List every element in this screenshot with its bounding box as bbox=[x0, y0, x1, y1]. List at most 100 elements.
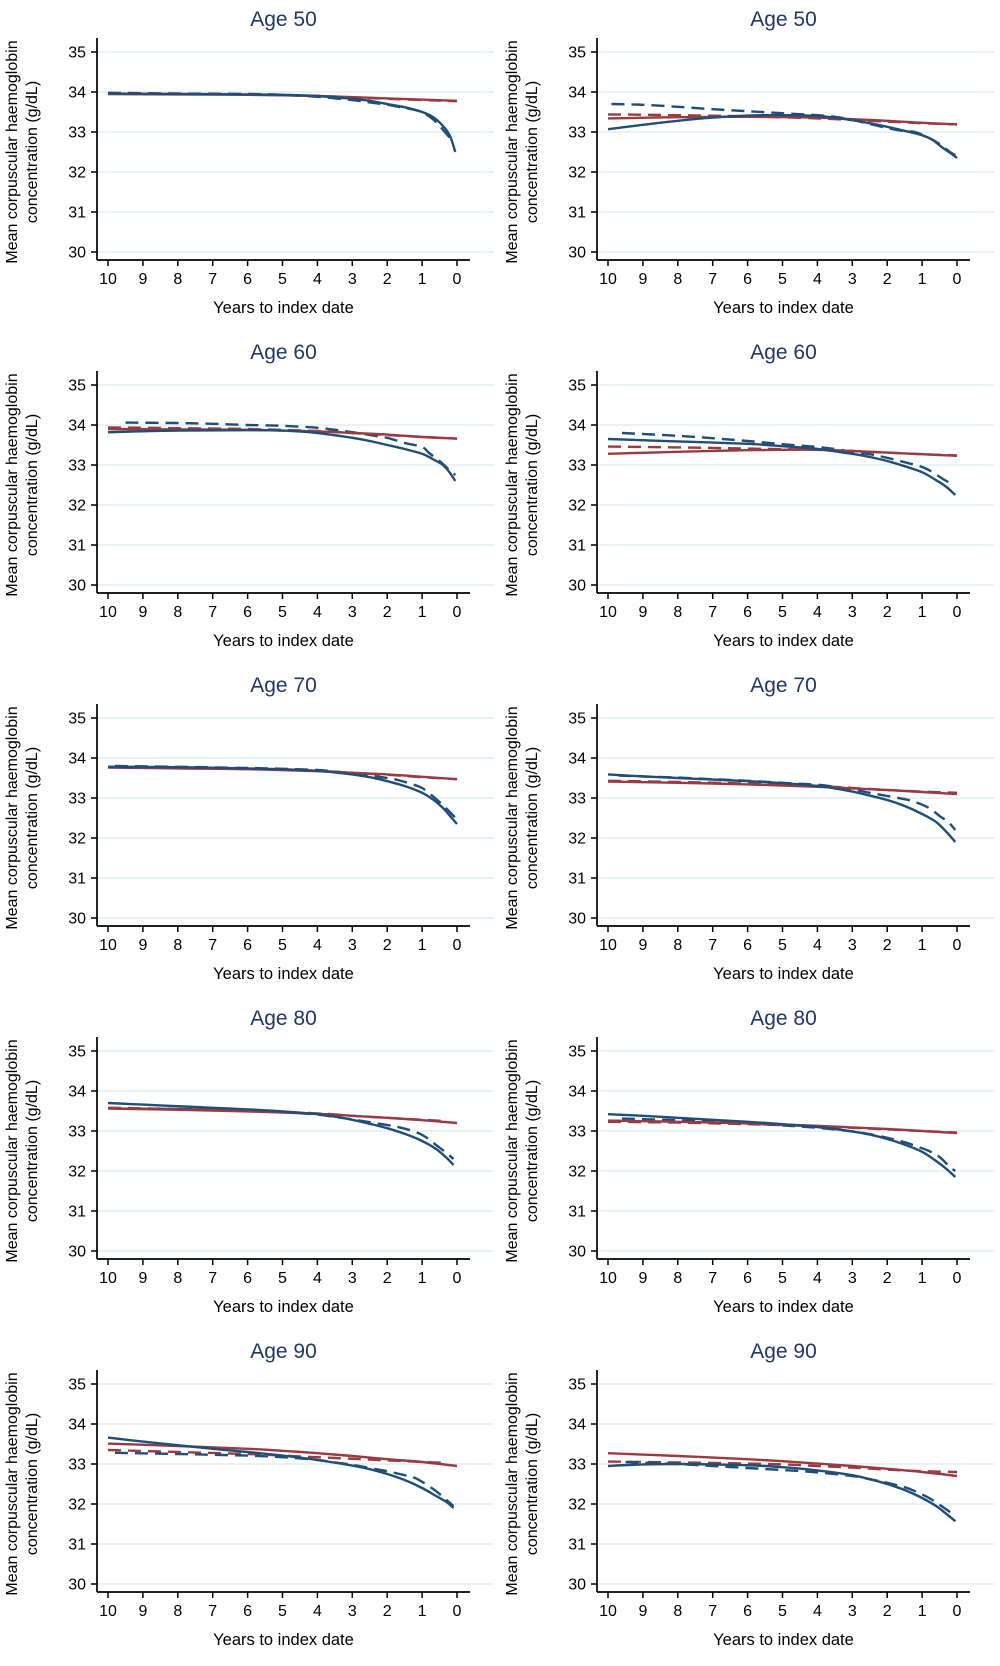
x-tick-label: 2 bbox=[883, 937, 892, 954]
y-tick-label: 31 bbox=[568, 1204, 586, 1221]
series-lines bbox=[107, 91, 458, 153]
x-tick-label: 4 bbox=[813, 1603, 822, 1620]
x-tick-label: 7 bbox=[208, 1603, 217, 1620]
x-tick-label: 7 bbox=[708, 604, 717, 621]
x-tick-label: 7 bbox=[208, 604, 217, 621]
series-maroon-solid bbox=[107, 1107, 458, 1125]
y-tick-label: 33 bbox=[568, 1457, 586, 1474]
x-tick-label: 1 bbox=[418, 937, 427, 954]
x-tick-label: 0 bbox=[953, 604, 962, 621]
x-tick-label: 4 bbox=[813, 271, 822, 288]
x-tick-label: 0 bbox=[453, 1270, 462, 1287]
series-maroon-solid bbox=[607, 448, 958, 457]
y-tick-label: 30 bbox=[568, 1577, 586, 1594]
x-tick-label: 0 bbox=[453, 937, 462, 954]
y-tick-label: 32 bbox=[568, 1164, 586, 1181]
series-navy-solid bbox=[607, 1113, 957, 1178]
y-tick-label: 31 bbox=[68, 205, 86, 222]
x-tick-label: 6 bbox=[243, 271, 252, 288]
y-tick-label: 35 bbox=[568, 378, 586, 395]
x-tick-label: 3 bbox=[348, 1603, 357, 1620]
x-tick-label: 1 bbox=[418, 1270, 427, 1287]
x-tick-label: 6 bbox=[243, 1270, 252, 1287]
x-tick-label: 9 bbox=[638, 1270, 647, 1287]
x-tick-label: 3 bbox=[348, 937, 357, 954]
x-tick-label: 2 bbox=[883, 1270, 892, 1287]
x-tick-label: 1 bbox=[918, 604, 927, 621]
y-tick-label: 31 bbox=[568, 871, 586, 888]
x-tick-label: 8 bbox=[173, 1270, 182, 1287]
series-lines bbox=[607, 1113, 958, 1178]
x-axis-label: Years to index date bbox=[713, 299, 854, 317]
gridlines bbox=[597, 1383, 994, 1585]
y-tick-label: 33 bbox=[68, 1457, 86, 1474]
series-navy-solid bbox=[107, 765, 458, 825]
y-axis-ticks: 30 31 32 33 34 35 bbox=[68, 378, 97, 595]
gridlines bbox=[97, 51, 494, 253]
x-tick-label: 8 bbox=[173, 604, 182, 621]
x-tick-label: 8 bbox=[673, 604, 682, 621]
y-axis-ticks: 30 31 32 33 34 35 bbox=[568, 711, 597, 928]
x-tick-label: 10 bbox=[599, 1270, 617, 1287]
x-tick-label: 9 bbox=[638, 604, 647, 621]
x-tick-label: 9 bbox=[138, 937, 147, 954]
y-axis-ticks: 30 31 32 33 34 35 bbox=[68, 711, 97, 928]
y-tick-label: 31 bbox=[68, 1204, 86, 1221]
y-tick-label: 33 bbox=[568, 125, 586, 142]
x-axis-label: Years to index date bbox=[213, 1631, 354, 1649]
y-axis-label-line2: concentration (g/dL) bbox=[24, 81, 41, 223]
x-tick-label: 10 bbox=[99, 937, 117, 954]
y-tick-label: 30 bbox=[68, 1244, 86, 1261]
x-tick-label: 8 bbox=[173, 937, 182, 954]
y-tick-label: 33 bbox=[568, 458, 586, 475]
gridlines bbox=[597, 1050, 994, 1252]
y-tick-label: 32 bbox=[68, 831, 86, 848]
x-tick-label: 5 bbox=[778, 271, 787, 288]
x-tick-label: 9 bbox=[138, 1603, 147, 1620]
series-navy-solid bbox=[107, 1436, 455, 1509]
y-axis-ticks: 30 31 32 33 34 35 bbox=[68, 45, 97, 262]
y-tick-label: 33 bbox=[68, 791, 86, 808]
y-axis-label-line2: concentration (g/dL) bbox=[24, 414, 41, 556]
x-tick-label: 2 bbox=[883, 271, 892, 288]
x-tick-label: 5 bbox=[278, 604, 287, 621]
y-axis-label-line1: Mean corpuscular haemoglobin bbox=[504, 1372, 521, 1595]
x-tick-label: 3 bbox=[348, 271, 357, 288]
x-tick-label: 9 bbox=[138, 271, 147, 288]
x-tick-label: 8 bbox=[173, 271, 182, 288]
gridlines bbox=[597, 51, 994, 253]
gridlines bbox=[97, 717, 494, 919]
series-navy-solid bbox=[607, 437, 957, 496]
x-tick-label: 5 bbox=[778, 604, 787, 621]
y-axis-label-line1: Mean corpuscular haemoglobin bbox=[4, 706, 21, 929]
gridlines bbox=[597, 717, 994, 919]
y-tick-label: 34 bbox=[68, 418, 86, 435]
x-axis-ticks: 10 9 8 7 6 5 4 3 2 1 0 bbox=[599, 260, 962, 288]
series-navy-solid bbox=[607, 113, 958, 159]
x-tick-label: 8 bbox=[673, 1270, 682, 1287]
y-tick-label: 30 bbox=[68, 245, 86, 262]
x-tick-label: 10 bbox=[599, 937, 617, 954]
x-tick-label: 7 bbox=[208, 271, 217, 288]
y-axis-label-line1: Mean corpuscular haemoglobin bbox=[504, 1039, 521, 1262]
x-tick-label: 7 bbox=[708, 1603, 717, 1620]
y-tick-label: 34 bbox=[568, 85, 586, 102]
y-tick-label: 31 bbox=[68, 1537, 86, 1554]
x-tick-label: 4 bbox=[813, 604, 822, 621]
x-tick-label: 2 bbox=[883, 1603, 892, 1620]
y-tick-label: 34 bbox=[68, 1417, 86, 1434]
series-lines bbox=[607, 1452, 958, 1523]
y-tick-label: 30 bbox=[68, 578, 86, 595]
x-tick-label: 4 bbox=[313, 1270, 322, 1287]
x-axis-label: Years to index date bbox=[713, 1298, 854, 1316]
x-tick-label: 10 bbox=[599, 604, 617, 621]
x-tick-label: 4 bbox=[813, 937, 822, 954]
x-tick-label: 5 bbox=[278, 1603, 287, 1620]
series-lines bbox=[607, 431, 958, 496]
y-axis-ticks: 30 31 32 33 34 35 bbox=[68, 1044, 97, 1261]
y-tick-label: 33 bbox=[68, 1124, 86, 1141]
x-tick-label: 5 bbox=[278, 937, 287, 954]
